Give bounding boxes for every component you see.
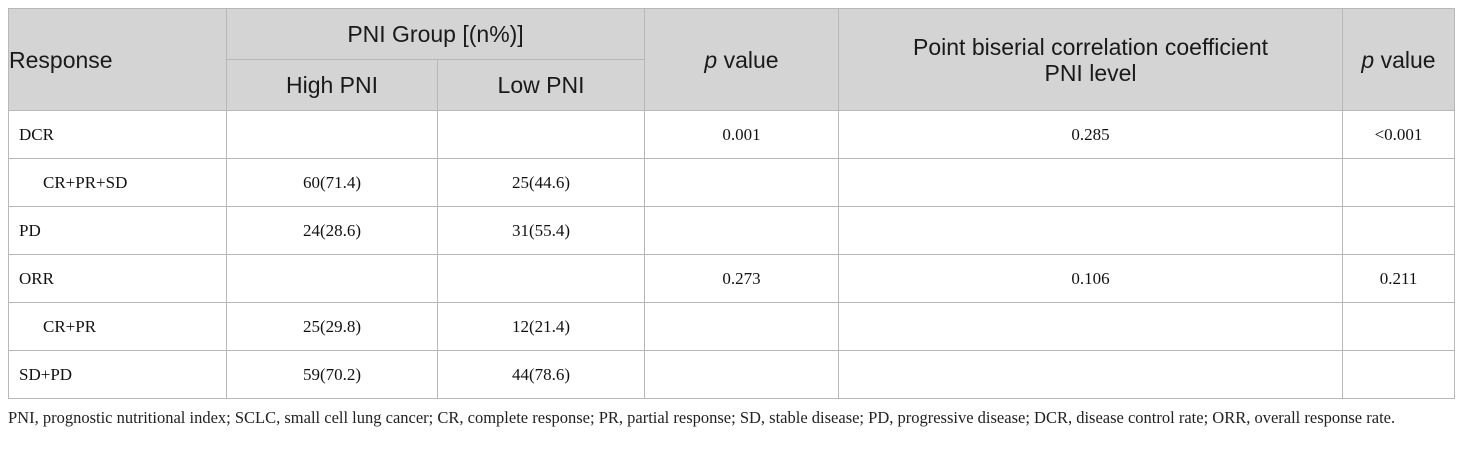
high-pni-cell: 25(29.8): [226, 302, 438, 351]
row-label: PD: [8, 206, 227, 255]
p2-italic: p: [1361, 46, 1375, 73]
correlation-cell: [838, 302, 1344, 351]
table-row: DCR 0.001 0.285 <0.001: [8, 110, 1456, 159]
low-pni-cell: [436, 110, 646, 159]
row-label: CR+PR+SD: [8, 158, 227, 207]
p-value-text: value: [717, 46, 779, 73]
high-pni-cell: 59(70.2): [226, 350, 438, 399]
header-row-2: High PNI Low PNI: [9, 59, 1455, 111]
high-pni-cell: [226, 110, 438, 159]
p-value-cell: [644, 302, 840, 351]
correlation-cell: 0.106: [838, 254, 1344, 303]
results-table-container: Response PNI Group [(n%)] p value Point …: [8, 8, 1456, 399]
row-label: ORR: [8, 254, 227, 303]
high-pni-cell: [226, 254, 438, 303]
p-value-cell: [644, 158, 840, 207]
p-value-2-cell: [1342, 350, 1456, 399]
correlation-header-line1: Point biserial correlation coefficient: [913, 33, 1268, 60]
correlation-header: Point biserial correlation coefficient PN…: [838, 8, 1344, 111]
correlation-cell: [838, 350, 1344, 399]
table-row: PD 24(28.6) 31(55.4): [8, 206, 1456, 255]
p-value-2-cell: <0.001: [1342, 110, 1456, 159]
p-value-cell: 0.273: [644, 254, 840, 303]
correlation-cell: [838, 206, 1344, 255]
p-value-2-header: p value: [1342, 8, 1456, 111]
high-pni-cell: 60(71.4): [226, 158, 438, 207]
row-label: DCR: [8, 110, 227, 159]
p-value-cell: [644, 350, 840, 399]
row-label: CR+PR: [8, 302, 227, 351]
response-header: Response: [8, 8, 227, 111]
high-pni-header: High PNI: [226, 59, 438, 111]
low-pni-cell: [436, 254, 646, 303]
header-row-1: Response PNI Group [(n%)] p value Point …: [8, 8, 1456, 111]
table-row: CR+PR 25(29.8) 12(21.4): [8, 302, 1456, 351]
table-footnote: PNI, prognostic nutritional index; SCLC,…: [8, 408, 1396, 427]
pni-group-header: PNI Group [(n%)]: [225, 8, 646, 60]
low-pni-cell: 12(21.4): [436, 302, 646, 351]
p-value-2-cell: [1342, 206, 1456, 255]
correlation-header-line2: PNI level: [1044, 59, 1137, 86]
p-value-cell: [644, 206, 840, 255]
p2-value-text: value: [1374, 46, 1436, 73]
low-pni-cell: 44(78.6): [436, 350, 646, 399]
response-table: Response PNI Group [(n%)] p value Point …: [8, 8, 1456, 399]
p-value-2-cell: 0.211: [1342, 254, 1456, 303]
p-value-2-cell: [1342, 158, 1456, 207]
table-row: ORR 0.273 0.106 0.211: [8, 254, 1456, 303]
high-pni-cell: 24(28.6): [226, 206, 438, 255]
low-pni-cell: 25(44.6): [436, 158, 646, 207]
low-pni-cell: 31(55.4): [436, 206, 646, 255]
correlation-cell: [838, 158, 1344, 207]
row-label: SD+PD: [8, 350, 227, 399]
low-pni-header: Low PNI: [436, 59, 646, 111]
p-value-cell: 0.001: [644, 110, 840, 159]
table-row: SD+PD 59(70.2) 44(78.6): [8, 350, 1456, 399]
table-row: CR+PR+SD 60(71.4) 25(44.6): [8, 158, 1456, 207]
p-value-2-cell: [1342, 302, 1456, 351]
p-italic: p: [704, 46, 718, 73]
correlation-cell: 0.285: [838, 110, 1344, 159]
p-value-header: p value: [644, 8, 840, 111]
